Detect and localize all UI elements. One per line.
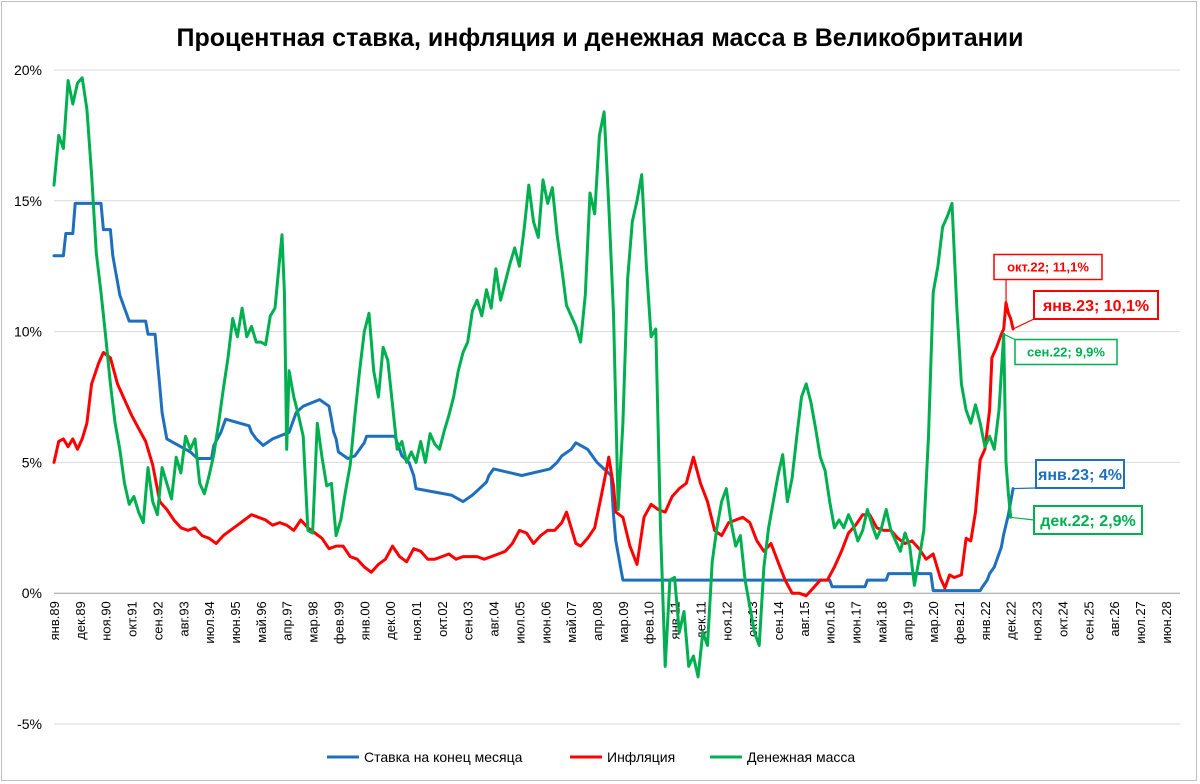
annotation-box bbox=[1035, 459, 1125, 489]
legend-label: Инфляция bbox=[607, 749, 675, 765]
series-lines bbox=[52, 76, 1015, 679]
x-tick-label: ноя.90 bbox=[99, 601, 114, 641]
annotation-leader bbox=[1012, 318, 1035, 330]
x-tick-label: май.07 bbox=[564, 601, 579, 643]
annotations: окт.22; 11,1% янв.23; 10,1% сен.22; 9,9% ян… bbox=[993, 253, 1159, 535]
annotation-box bbox=[1033, 290, 1159, 320]
series-line bbox=[52, 76, 1013, 679]
series-line bbox=[52, 201, 1015, 593]
y-tick-label: 15% bbox=[14, 193, 42, 209]
y-tick-label: -5% bbox=[17, 716, 42, 732]
x-tick-label: авг.04 bbox=[487, 601, 502, 636]
chart-title: Процентная ставка, инфляция и денежная м… bbox=[177, 24, 1024, 52]
x-tick-label: июн.28 bbox=[1159, 601, 1174, 643]
x-tick-label: апр.08 bbox=[590, 601, 605, 641]
x-tick-label: янв.89 bbox=[47, 601, 62, 640]
x-tick-label: сен.03 bbox=[461, 601, 476, 640]
x-tick-label: апр.19 bbox=[900, 601, 915, 641]
x-tick-label: сен.92 bbox=[150, 601, 165, 640]
x-tick-label: авг.93 bbox=[176, 601, 191, 636]
x-tick-label: ноя.12 bbox=[719, 601, 734, 641]
annotation-box bbox=[1033, 505, 1143, 535]
annotation-leader bbox=[1013, 487, 1037, 490]
x-tick-label: дек.11 bbox=[693, 601, 708, 639]
x-tick-label: фев.10 bbox=[642, 601, 657, 644]
annotation-leader bbox=[1003, 333, 1016, 341]
annotation-label: окт.22; 11,1% bbox=[1007, 260, 1089, 275]
x-tick-label: сен.14 bbox=[771, 601, 786, 640]
legend-label: Денежная масса bbox=[747, 749, 855, 765]
x-tick-label: авг.15 bbox=[797, 601, 812, 636]
x-tick-label: июн.06 bbox=[538, 601, 553, 643]
x-tick-label: май.96 bbox=[254, 601, 269, 643]
x-tick-label: июл.27 bbox=[1133, 601, 1148, 643]
x-tick-label: дек.22 bbox=[1004, 601, 1019, 640]
annotation-label: янв.23; 4% bbox=[1037, 467, 1122, 484]
x-tick-label: май.18 bbox=[874, 601, 889, 643]
x-tick-label: мар.20 bbox=[926, 601, 941, 642]
y-tick-label: 20% bbox=[14, 62, 42, 78]
x-tick-label: июл.94 bbox=[202, 601, 217, 643]
grid bbox=[54, 69, 1180, 725]
legend: Ставка на конец месяца Инфляция Денежная м… bbox=[327, 749, 855, 765]
y-axis: -5% 0% 5% 10% 15% 20% bbox=[14, 62, 42, 732]
x-tick-label: дек.00 bbox=[383, 601, 398, 640]
x-tick-label: дек.89 bbox=[73, 601, 88, 640]
y-tick-label: 10% bbox=[14, 324, 42, 340]
x-tick-label: мар.09 bbox=[616, 601, 631, 642]
x-tick-label: окт.24 bbox=[1055, 601, 1070, 637]
x-tick-label: ноя.23 bbox=[1030, 601, 1045, 641]
legend-label: Ставка на конец месяца bbox=[364, 749, 523, 765]
x-tick-label: апр.97 bbox=[280, 601, 295, 641]
x-tick-label: июл.16 bbox=[823, 601, 838, 643]
annotation-leader bbox=[1010, 516, 1035, 521]
x-tick-label: янв.00 bbox=[357, 601, 372, 640]
x-axis: янв.89 дек.89 ноя.90 окт.91 сен.92 авг.93 июл.… bbox=[47, 601, 1174, 644]
x-tick-label: июн.17 bbox=[849, 601, 864, 643]
x-tick-label: сен.25 bbox=[1081, 601, 1096, 640]
annotation-label: янв.23; 10,1% bbox=[1042, 298, 1149, 315]
annotation-label: сен.22; 9,9% bbox=[1027, 345, 1105, 360]
x-tick-label: окт.02 bbox=[435, 601, 450, 637]
annotation-label: дек.22; 2,9% bbox=[1040, 513, 1136, 530]
x-tick-label: июл.05 bbox=[512, 601, 527, 643]
series-line bbox=[52, 301, 1015, 598]
x-tick-label: июн.95 bbox=[228, 601, 243, 643]
x-tick-label: янв.22 bbox=[978, 601, 993, 640]
y-tick-label: 5% bbox=[22, 454, 42, 470]
x-tick-label: ноя.01 bbox=[409, 601, 424, 641]
x-tick-label: авг.26 bbox=[1107, 601, 1122, 636]
annotation-box bbox=[1014, 338, 1118, 366]
x-tick-label: окт.91 bbox=[125, 601, 140, 637]
x-tick-label: фев.99 bbox=[331, 601, 346, 644]
annotation-box bbox=[993, 253, 1103, 281]
x-tick-label: мар.98 bbox=[306, 601, 321, 642]
y-tick-label: 0% bbox=[22, 585, 42, 601]
x-tick-label: фев.21 bbox=[952, 601, 967, 644]
